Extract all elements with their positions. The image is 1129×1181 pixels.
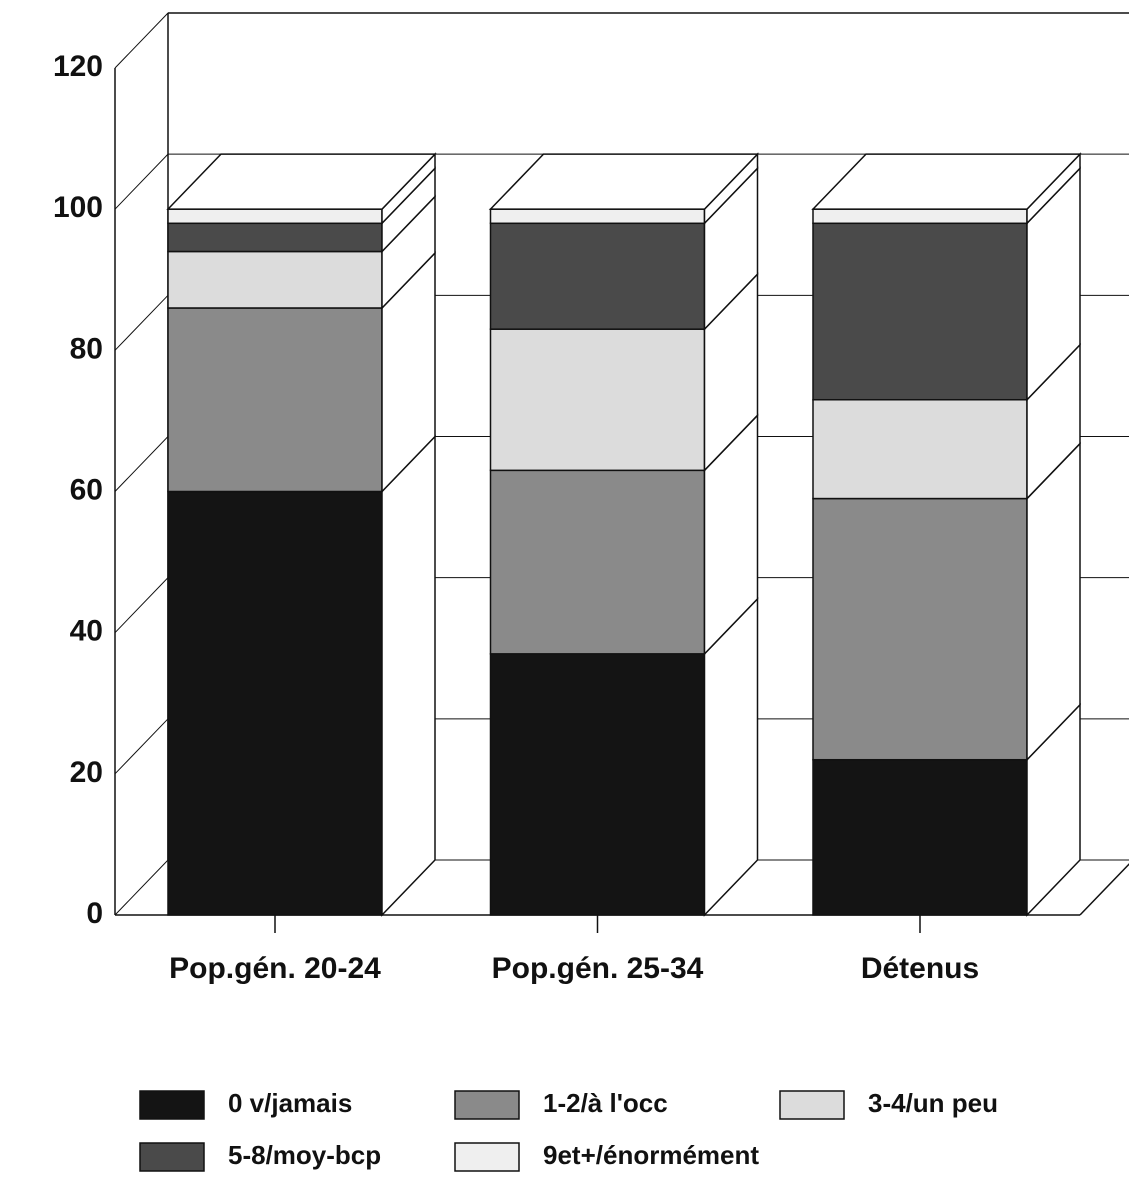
y-tick-label: 120: [53, 50, 103, 83]
legend-swatch: [454, 1090, 520, 1120]
bar-segment: [489, 222, 706, 330]
y-tick-label: 80: [70, 332, 103, 365]
bar-top: [488, 153, 760, 210]
legend-label: 9et+/énormément: [543, 1140, 759, 1170]
bar-segment: [167, 208, 383, 225]
y-tick-label: 20: [70, 756, 103, 789]
x-tick-label: Pop.gén. 25-34: [492, 952, 704, 985]
bar-segment: [167, 222, 383, 253]
legend-swatch: [139, 1090, 205, 1120]
bar-segment: [489, 469, 706, 655]
bar-top: [811, 153, 1082, 210]
y-tick-label: 100: [53, 191, 103, 224]
bar-segment: [489, 328, 706, 472]
y-tick-label: 40: [70, 615, 103, 648]
legend-label: 1-2/à l'occ: [543, 1088, 668, 1118]
bar-side: [381, 434, 436, 917]
legend-swatch: [454, 1142, 520, 1172]
bar-segment: [167, 490, 383, 916]
bar-segment: [167, 307, 383, 493]
bar-segment: [812, 497, 1028, 761]
x-tick-label: Pop.gén. 20-24: [169, 952, 381, 985]
bar-segment: [812, 758, 1028, 916]
bar-segment: [167, 250, 383, 309]
bar-segment: [812, 398, 1028, 500]
bar-top: [166, 153, 437, 210]
legend-swatch: [779, 1090, 845, 1120]
legend-label: 3-4/un peu: [868, 1088, 998, 1118]
legend-label: 0 v/jamais: [228, 1088, 352, 1118]
y-tick-label: 0: [86, 897, 103, 930]
x-tick-label: Détenus: [861, 952, 979, 985]
bar-segment: [812, 222, 1028, 401]
y-tick-label: 60: [70, 473, 103, 506]
grid-line: [114, 12, 1129, 69]
bar-segment: [489, 653, 706, 916]
bar-segment: [489, 208, 706, 225]
legend-label: 5-8/moy-bcp: [228, 1140, 381, 1170]
bar-segment: [812, 208, 1028, 225]
legend-swatch: [139, 1142, 205, 1172]
floor-right: [1079, 863, 1129, 916]
grid-line: [114, 153, 1129, 210]
